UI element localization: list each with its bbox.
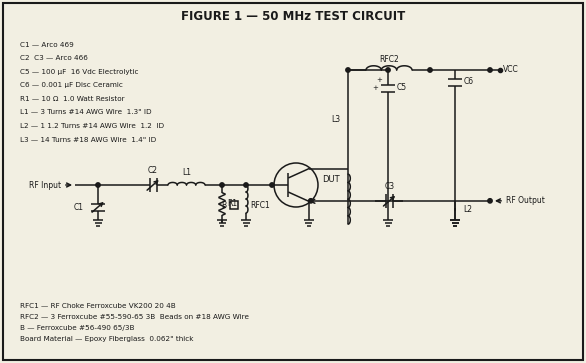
Text: Board Material — Epoxy Fiberglass  0.062" thick: Board Material — Epoxy Fiberglass 0.062"… xyxy=(20,336,193,342)
Text: FIGURE 1 — 50 MHz TEST CIRCUIT: FIGURE 1 — 50 MHz TEST CIRCUIT xyxy=(181,9,405,23)
Text: C5: C5 xyxy=(397,83,407,93)
Text: RFC1: RFC1 xyxy=(250,200,270,209)
Bar xyxy=(230,201,238,209)
Text: L3: L3 xyxy=(331,115,340,124)
Circle shape xyxy=(428,68,432,72)
Text: B: B xyxy=(221,200,226,209)
Text: RF Output: RF Output xyxy=(506,196,545,205)
Text: DUT: DUT xyxy=(322,175,340,184)
FancyBboxPatch shape xyxy=(3,3,583,360)
Text: RFC2 — 3 Ferroxcube #55-590-65 3B  Beads on #18 AWG Wire: RFC2 — 3 Ferroxcube #55-590-65 3B Beads … xyxy=(20,314,249,320)
Text: R1: R1 xyxy=(227,199,237,208)
Circle shape xyxy=(270,183,274,187)
Circle shape xyxy=(96,183,100,187)
Circle shape xyxy=(309,199,313,203)
Text: L1 — 3 Turns #14 AWG Wire  1.3" ID: L1 — 3 Turns #14 AWG Wire 1.3" ID xyxy=(20,110,152,115)
Text: C1 — Arco 469: C1 — Arco 469 xyxy=(20,42,74,48)
Text: C1: C1 xyxy=(74,203,84,212)
Text: RF Input: RF Input xyxy=(29,180,61,189)
Circle shape xyxy=(386,68,390,72)
Text: RFC2: RFC2 xyxy=(379,55,399,64)
Text: +: + xyxy=(376,77,382,83)
Text: C3: C3 xyxy=(384,182,394,191)
Text: L2: L2 xyxy=(463,205,472,214)
Text: C6: C6 xyxy=(464,77,474,86)
Text: C2: C2 xyxy=(148,166,158,175)
Circle shape xyxy=(488,199,492,203)
Text: +: + xyxy=(372,85,378,91)
Text: C2  C3 — Arco 466: C2 C3 — Arco 466 xyxy=(20,56,88,61)
Circle shape xyxy=(346,68,350,72)
Text: RFC1 — RF Choke Ferroxcube VK200 20 4B: RFC1 — RF Choke Ferroxcube VK200 20 4B xyxy=(20,303,176,309)
Circle shape xyxy=(244,183,248,187)
Text: C6 — 0.001 μF Disc Ceramic: C6 — 0.001 μF Disc Ceramic xyxy=(20,82,123,89)
Text: R1 — 10 Ω  1.0 Watt Resistor: R1 — 10 Ω 1.0 Watt Resistor xyxy=(20,96,125,102)
Text: L2 — 1 1.2 Turns #14 AWG Wire  1.2  ID: L2 — 1 1.2 Turns #14 AWG Wire 1.2 ID xyxy=(20,123,164,129)
Circle shape xyxy=(220,183,224,187)
Text: VCC: VCC xyxy=(503,65,519,74)
Circle shape xyxy=(488,68,492,72)
Text: B — Ferroxcube #56-490 65/3B: B — Ferroxcube #56-490 65/3B xyxy=(20,325,135,331)
Text: L3 — 14 Turns #18 AWG Wire  1.4" ID: L3 — 14 Turns #18 AWG Wire 1.4" ID xyxy=(20,136,156,143)
Text: C5 — 100 μF  16 Vdc Electrolytic: C5 — 100 μF 16 Vdc Electrolytic xyxy=(20,69,138,75)
Text: L1: L1 xyxy=(182,168,191,177)
